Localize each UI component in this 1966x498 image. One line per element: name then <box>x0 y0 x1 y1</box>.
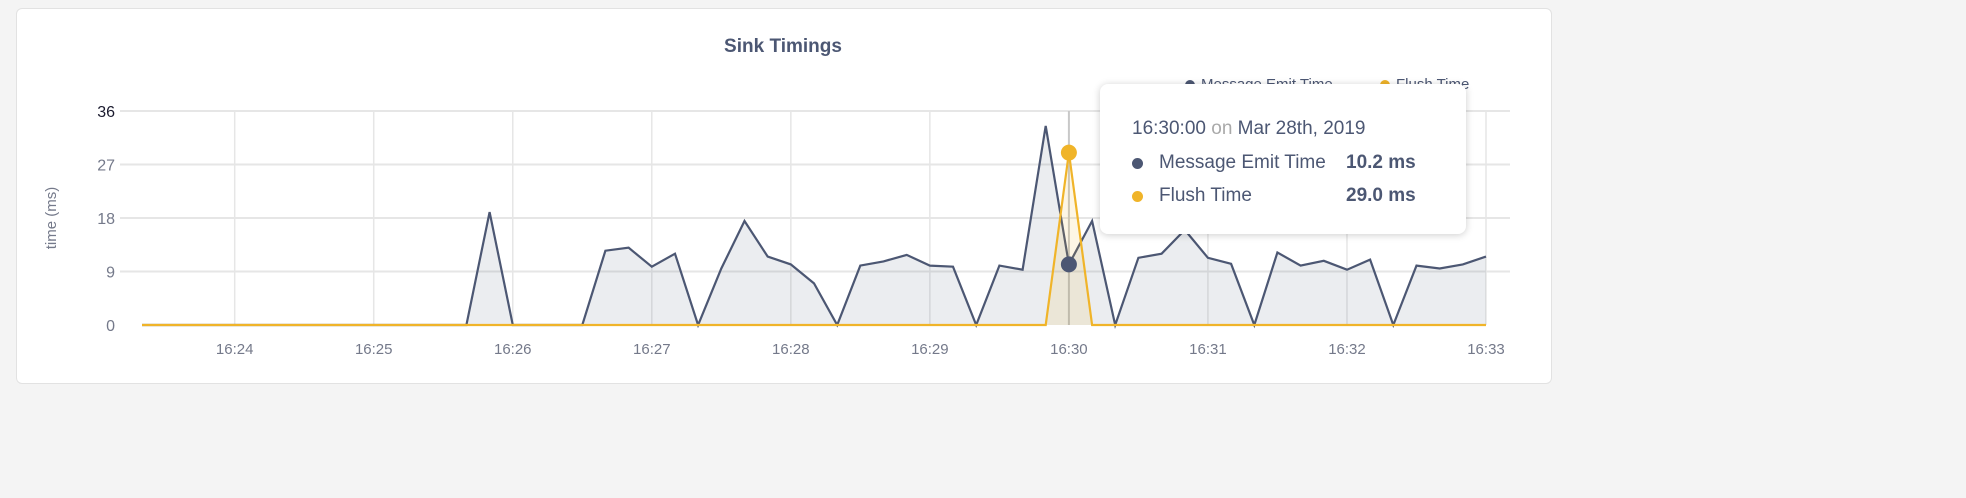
tooltip: 16:30:00 on Mar 28th, 2019 Message Emit … <box>1100 84 1466 234</box>
chart-title: Sink Timings <box>724 36 842 57</box>
x-tick-label: 16:25 <box>355 341 393 358</box>
y-tick-label: 36 <box>97 104 115 121</box>
x-tick-label: 16:24 <box>216 341 254 358</box>
tooltip-header: 16:30:00 on Mar 28th, 2019 <box>1132 118 1365 140</box>
tooltip-on: on <box>1211 118 1233 139</box>
series-dot-icon <box>1132 190 1143 202</box>
tooltip-value: 10.2 ms <box>1346 152 1416 173</box>
hover-point-1 <box>1060 144 1077 161</box>
series-area-0 <box>142 125 1486 326</box>
hover-point-0 <box>1060 256 1077 273</box>
series-line-1 <box>142 152 1486 327</box>
series-dot-icon <box>1132 157 1143 169</box>
x-tick-label: 16:32 <box>1328 341 1366 358</box>
x-tick-label: 16:29 <box>911 341 949 358</box>
y-tick-label: 18 <box>97 211 115 228</box>
tooltip-row-message-emit-time: Message Emit Time 10.2 ms <box>1132 152 1442 174</box>
tooltip-time: 16:30:00 <box>1132 118 1206 139</box>
tooltip-label: Message Emit Time <box>1159 152 1326 173</box>
tooltip-row-flush-time: Flush Time 29.0 ms <box>1132 185 1442 207</box>
x-tick-label: 16:27 <box>633 341 671 358</box>
y-axis-label: time (ms) <box>43 187 60 250</box>
x-tick-label: 16:33 <box>1467 341 1505 358</box>
tooltip-label: Flush Time <box>1159 185 1252 206</box>
tooltip-value: 29.0 ms <box>1346 185 1416 206</box>
y-tick-label: 0 <box>106 318 115 335</box>
x-tick-label: 16:28 <box>772 341 810 358</box>
x-tick-label: 16:31 <box>1189 341 1227 358</box>
y-tick-label: 9 <box>106 265 115 282</box>
y-tick-label: 27 <box>97 158 115 175</box>
x-tick-label: 16:30 <box>1050 341 1088 358</box>
x-tick-label: 16:26 <box>494 341 532 358</box>
tooltip-date: Mar 28th, 2019 <box>1237 118 1366 139</box>
